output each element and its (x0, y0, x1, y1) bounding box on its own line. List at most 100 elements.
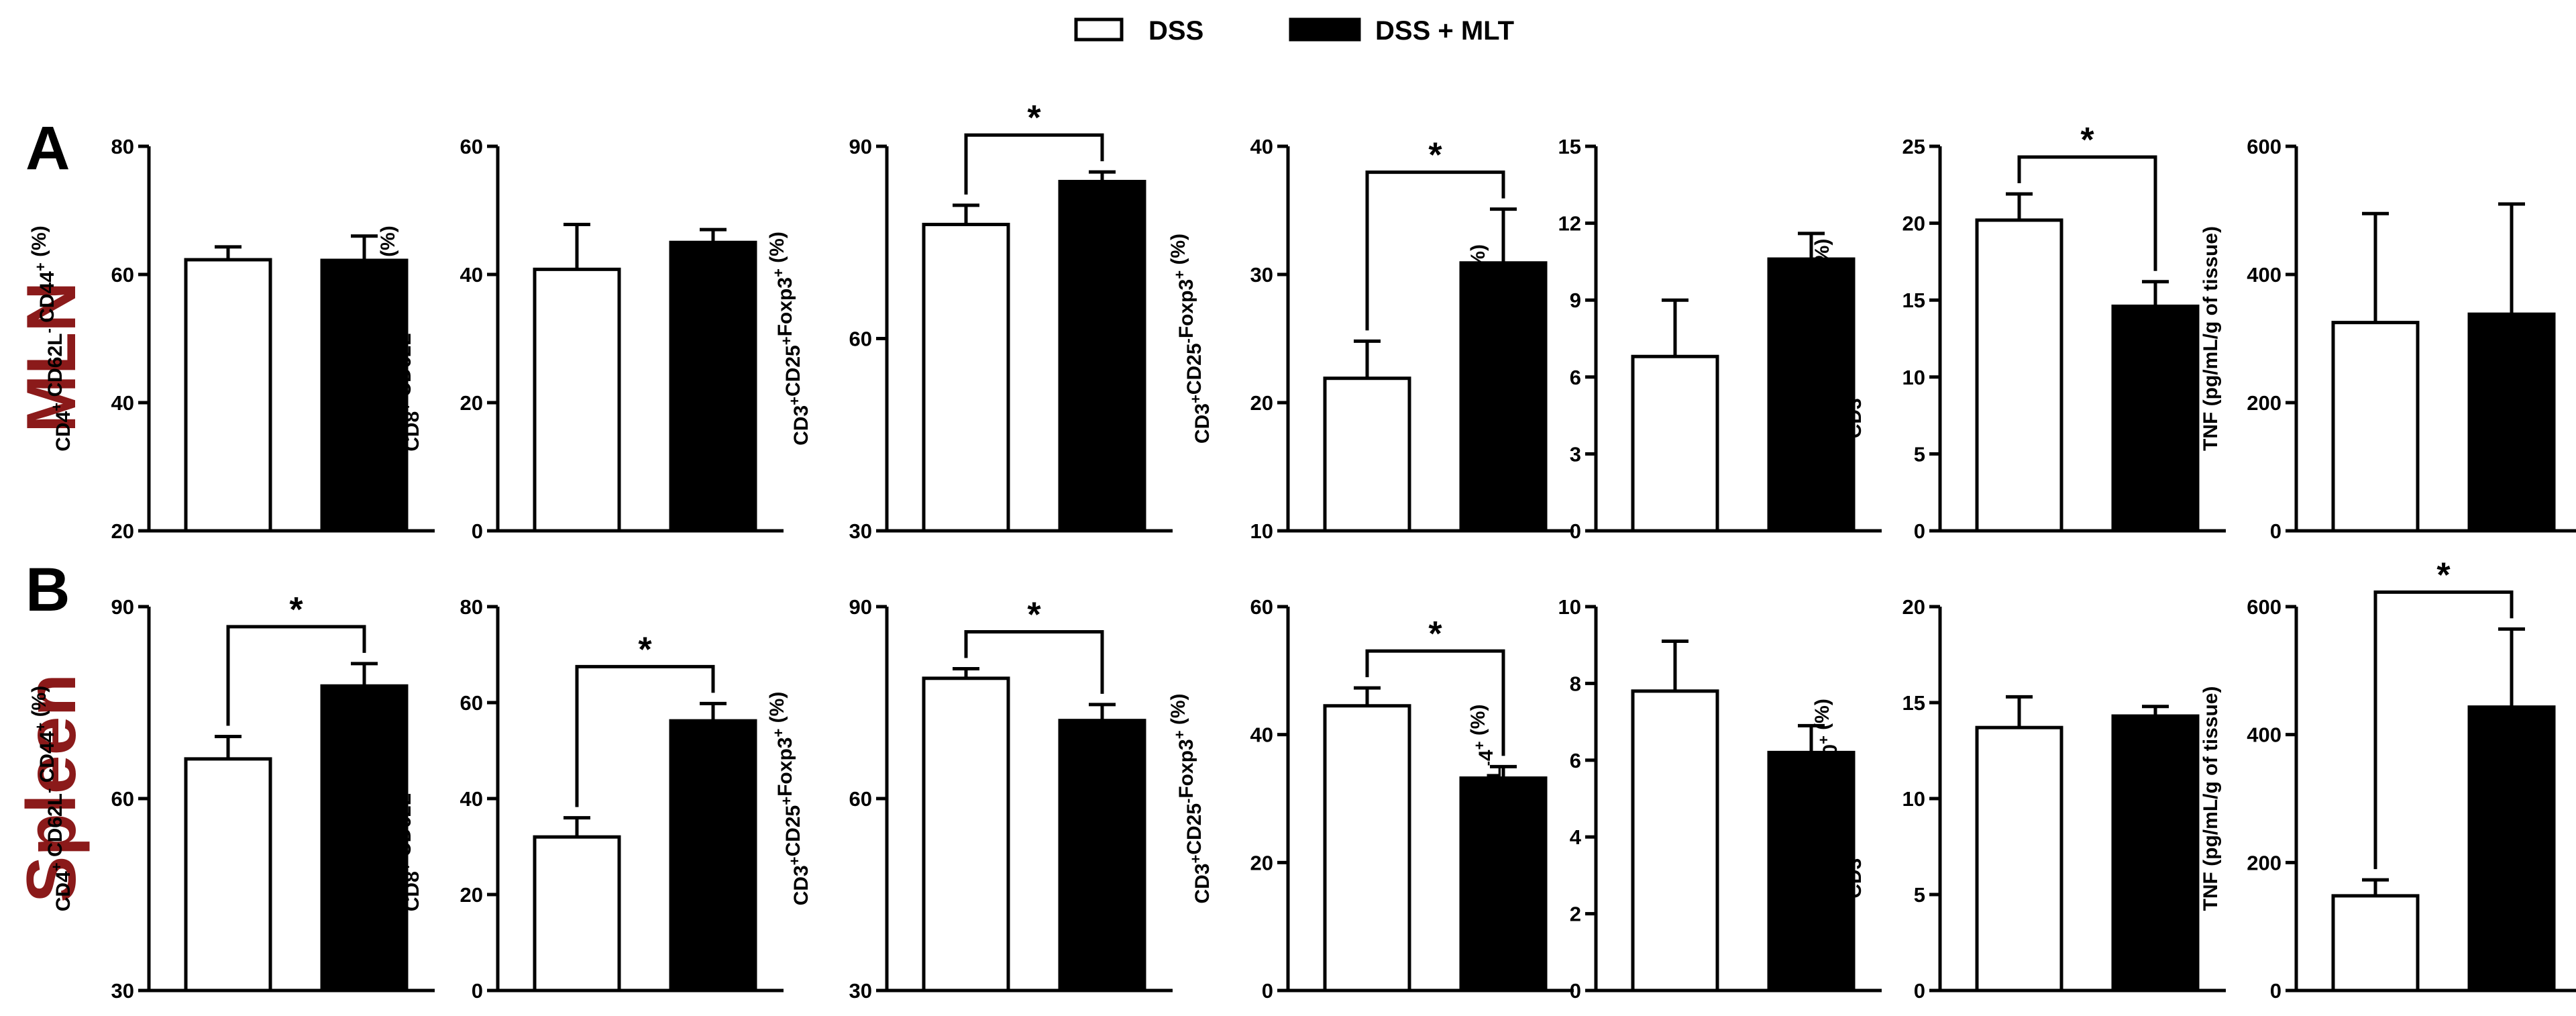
y-axis-label: CD4+ CD62L- CD44+ (%) (28, 686, 74, 911)
y-tick-label: 12 (1558, 212, 1581, 236)
bar-dss-mlt (669, 719, 757, 993)
y-tick-label: 0 (2270, 519, 2282, 543)
y-tick-label: 20 (460, 391, 483, 415)
significance-bracket (964, 629, 1104, 694)
significance-star: * (1027, 595, 1041, 634)
significance-bracket (575, 664, 715, 807)
y-tick-label: 10 (1902, 787, 1925, 811)
significance-star: * (1428, 615, 1442, 654)
chart-4: 10 20 30 40 CD3+CD25-Foxp3+ (%) * (1167, 135, 1574, 543)
y-tick-label: 3 (1570, 442, 1581, 466)
bar-dss (1975, 725, 2063, 993)
y-tick-label: 60 (849, 327, 872, 351)
y-axis-label: CD8+ CD62L- CD44+ (%) (377, 686, 423, 911)
significance-bracket (226, 625, 366, 726)
y-tick-label: 60 (1250, 595, 1273, 619)
bar-dss-mlt (1058, 719, 1146, 993)
y-tick-label: 600 (2247, 135, 2282, 158)
y-tick-label: 60 (849, 787, 872, 811)
chart-10: 30 60 90 CD3+CD25+Foxp3+ (%) * (766, 595, 1173, 1003)
y-tick-label: 60 (111, 263, 134, 287)
panel-letter-b: B (25, 556, 70, 624)
significance-bracket (1365, 649, 1505, 756)
y-tick-label: 200 (2247, 391, 2282, 415)
chart-1: 20 40 60 80 CD4+ CD62L- CD44+ (%) (28, 135, 435, 543)
significance-star: * (638, 630, 652, 669)
y-tick-label: 4 (1570, 825, 1582, 849)
y-axis-label: CD3+CD25+Foxp3+ (%) (766, 692, 812, 906)
chart-13: 0 5 10 15 20 CD3+ CD4+ IL-10+ (%) (1811, 595, 2226, 1003)
bar-dss-mlt (2467, 705, 2556, 993)
y-tick-label: 15 (1902, 691, 1925, 715)
chart-2: 0 20 40 60 CD8+ CD62L- CD44+ (%) (377, 135, 784, 543)
y-tick-label: 60 (460, 135, 483, 158)
y-tick-label: 25 (1902, 135, 1925, 158)
chart-9: 0 20 40 60 80 CD8+ CD62L- CD44+ (%) * (377, 595, 784, 1003)
bar-dss-mlt (2111, 304, 2200, 533)
bar-dss-mlt (1459, 261, 1548, 533)
y-tick-label: 90 (849, 595, 872, 619)
y-tick-label: 0 (1570, 979, 1581, 1003)
y-tick-label: 30 (1250, 263, 1273, 287)
bar-dss (533, 835, 621, 993)
y-tick-label: 6 (1570, 749, 1581, 772)
y-tick-label: 30 (849, 979, 872, 1003)
y-tick-label: 40 (1250, 135, 1273, 158)
y-tick-label: 0 (472, 979, 483, 1003)
bar-dss-mlt (1459, 776, 1548, 993)
y-tick-label: 10 (1250, 519, 1273, 543)
significance-star: * (1027, 99, 1041, 138)
bar-dss (1323, 376, 1411, 533)
significance-star: * (1428, 136, 1442, 175)
legend-label-dss: DSS (1148, 16, 1203, 46)
y-tick-label: 5 (1914, 883, 1925, 907)
y-tick-label: 0 (1262, 979, 1273, 1003)
y-tick-label: 90 (849, 135, 872, 158)
bar-dss (184, 258, 272, 533)
y-tick-label: 8 (1570, 672, 1581, 695)
bar-dss (184, 757, 272, 993)
y-tick-label: 20 (111, 519, 134, 543)
bar-dss-mlt (1058, 180, 1146, 533)
chart-7: 0 200 400 600 TNF (pg/mL/g of tissue) (2200, 135, 2576, 543)
y-tick-label: 6 (1570, 366, 1581, 389)
bar-dss-mlt (2111, 714, 2200, 993)
y-tick-label: 30 (111, 979, 134, 1003)
legend-swatch-mlt (1289, 17, 1361, 42)
chart-3: 30 60 90 CD3+CD25+Foxp3+ (%) * (766, 99, 1173, 543)
chart-6: 0 5 10 15 20 25 CD3+ CD4+ IL-10+ (%) * (1811, 121, 2226, 543)
bar-dss (2331, 321, 2420, 533)
y-axis-label: CD3+ CD4+ IL-4+ (%) (1467, 705, 1521, 893)
y-tick-label: 0 (1914, 519, 1925, 543)
y-tick-label: 40 (460, 263, 483, 287)
bar-dss (1323, 704, 1411, 993)
bar-dss-mlt (1767, 257, 1856, 533)
bar-dss (922, 223, 1010, 533)
y-tick-label: 400 (2247, 263, 2282, 287)
legend: DSS DSS + MLT (1074, 16, 1514, 46)
y-tick-label: 80 (111, 135, 134, 158)
y-tick-label: 5 (1914, 442, 1925, 466)
panel-letter-a: A (25, 114, 70, 183)
bar-dss-mlt (669, 240, 757, 533)
y-tick-label: 200 (2247, 851, 2282, 874)
chart-8: 30 60 90 CD4+ CD62L- CD44+ (%) * (28, 591, 435, 1003)
y-tick-label: 0 (472, 519, 483, 543)
y-tick-label: 600 (2247, 595, 2282, 619)
bar-dss-mlt (2467, 312, 2556, 533)
y-tick-label: 20 (1250, 851, 1273, 874)
y-tick-label: 0 (1914, 979, 1925, 1003)
y-tick-label: 0 (1570, 519, 1581, 543)
y-tick-label: 20 (460, 883, 483, 907)
y-tick-label: 9 (1570, 289, 1581, 312)
y-tick-label: 20 (1902, 212, 1925, 236)
bar-dss (533, 267, 621, 533)
y-axis-label: CD3+ CD4+ IL-4+ (%) (1467, 244, 1521, 433)
y-tick-label: 10 (1558, 595, 1581, 619)
chart-11: 0 20 40 60 CD3+CD25-Foxp3+ (%) * (1167, 595, 1574, 1003)
y-axis-label: TNF (pg/mL/g of tissue) (2200, 226, 2222, 451)
y-tick-label: 80 (460, 595, 483, 619)
legend-swatch-dss (1074, 17, 1124, 42)
y-axis-label: CD3+ CD4+ IL-10+ (%) (1811, 699, 1866, 899)
